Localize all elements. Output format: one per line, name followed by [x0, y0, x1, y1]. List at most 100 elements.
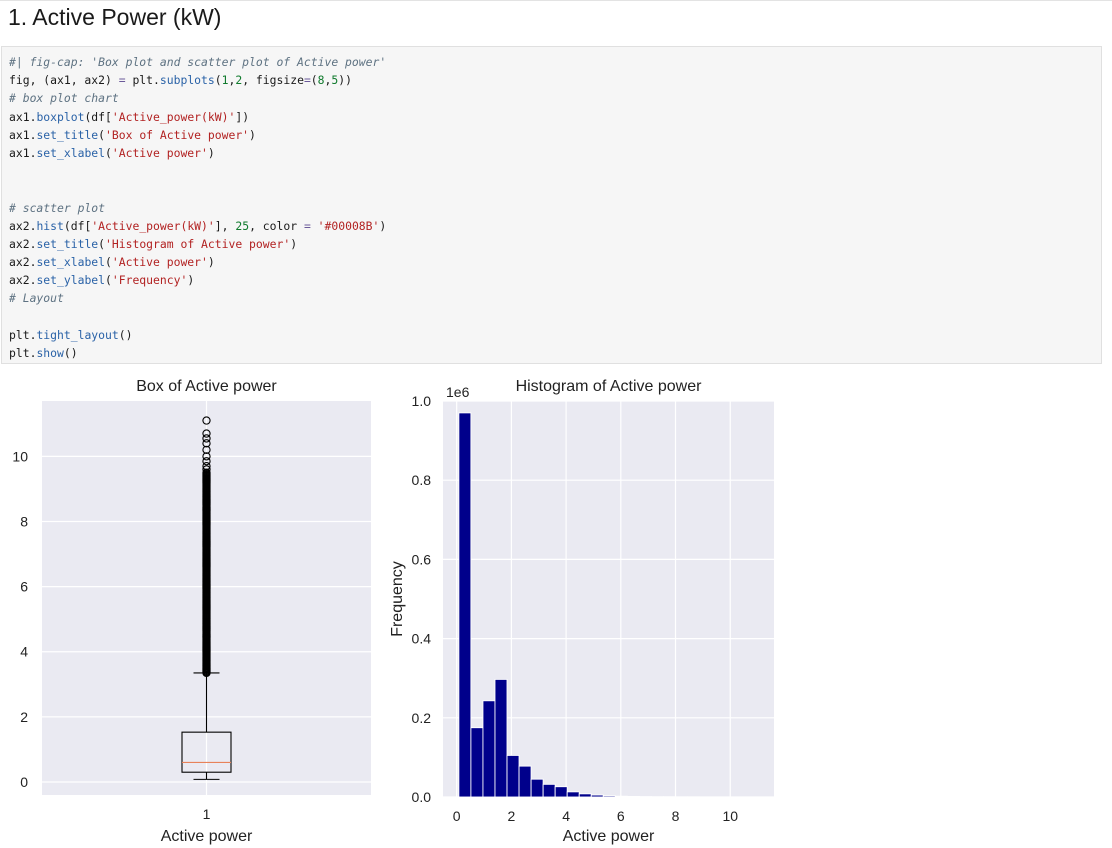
code-token: # box plot chart — [9, 91, 119, 106]
code-token: fig, (ax1, ax2) — [9, 73, 119, 88]
code-token: ) — [290, 236, 298, 251]
y-tick-label: 0.8 — [412, 472, 432, 488]
histogram-bar — [518, 765, 532, 798]
x-tick-label: 2 — [507, 808, 515, 824]
x-tick-label: 10 — [722, 808, 738, 824]
code-line: # box plot chart — [9, 89, 1101, 107]
y-tick-label: 10 — [12, 448, 28, 464]
histogram-bar — [542, 783, 556, 798]
code-token: ax2. — [9, 218, 37, 233]
y-tick-label: 2 — [20, 709, 28, 725]
code-token: () — [118, 327, 133, 342]
code-token: set_xlabel — [36, 145, 106, 160]
code-line: plt.tight_layout() — [9, 326, 1101, 344]
y-tick-label: 0.6 — [412, 551, 432, 567]
code-token: subplots — [159, 73, 215, 88]
histogram-bar — [458, 412, 472, 798]
histogram-bar — [614, 795, 628, 798]
y-tick-label: 8 — [20, 513, 28, 529]
code-token: boxplot — [36, 109, 85, 124]
outlier-point — [202, 461, 211, 471]
code-token: ax1. — [9, 109, 37, 124]
code-line — [9, 180, 1101, 198]
histogram-bar — [470, 727, 484, 798]
code-token: ) — [379, 218, 387, 233]
code-token: (df[ — [84, 109, 112, 124]
code-token: set_title — [36, 127, 99, 142]
histogram-bar — [578, 793, 592, 798]
code-token: plt. — [9, 327, 37, 342]
outlier-point — [202, 416, 211, 425]
x-tick-label: 4 — [562, 808, 570, 824]
code-token: ]) — [235, 109, 250, 124]
y-axis-label: Frequency — [389, 561, 406, 637]
code-cell[interactable]: #| fig-cap: 'Box plot and scatter plot o… — [1, 46, 1102, 364]
code-token: 'Active_power(kW)' — [91, 218, 215, 233]
x-axis-label: Active power — [161, 828, 253, 845]
code-line — [9, 308, 1101, 326]
code-token: set_title — [36, 236, 99, 251]
outlier-point — [202, 468, 211, 477]
y-tick-label: 0.2 — [412, 710, 432, 726]
code-token: () — [63, 346, 78, 360]
code-token: ( — [105, 273, 112, 288]
code-token: '#00008B' — [317, 218, 380, 233]
code-token: , — [228, 73, 236, 88]
code-token: tight_layout — [36, 327, 119, 342]
x-axis-label: Active power — [563, 828, 655, 845]
chart-title: Box of Active power — [136, 378, 277, 395]
code-line: ax2.set_title('Histogram of Active power… — [9, 235, 1101, 253]
section-heading: 1. Active Power (kW) — [8, 4, 222, 30]
code-token: ax2. — [9, 255, 37, 270]
code-token: ax1. — [9, 127, 37, 142]
y-tick-label: 0 — [20, 774, 28, 790]
chart-title: Histogram of Active power — [516, 378, 703, 395]
code-token: show — [36, 346, 64, 360]
code-token: , figsize — [242, 73, 304, 88]
code-token: 'Active power' — [111, 255, 208, 270]
code-token — [311, 219, 318, 233]
code-token: ax2. — [9, 236, 37, 251]
code-token: , — [324, 73, 332, 88]
code-token: ( — [98, 236, 106, 251]
code-content: #| fig-cap: 'Box plot and scatter plot o… — [9, 53, 1101, 362]
outlier-point — [202, 457, 211, 466]
box-iqr — [181, 731, 232, 773]
code-token: = — [303, 73, 311, 88]
histogram-bar — [482, 700, 496, 798]
code-token: #| fig-cap: 'Box plot and scatter plot o… — [9, 55, 387, 69]
code-line: ax1.set_title('Box of Active power') — [9, 126, 1101, 144]
code-token: , color — [249, 218, 304, 233]
code-token: ) — [207, 255, 215, 270]
outlier-point — [202, 452, 211, 461]
code-line: #| fig-cap: 'Box plot and scatter plot o… — [9, 53, 1101, 71]
code-token: # scatter plot — [9, 200, 106, 215]
outlier-point — [202, 439, 211, 448]
y-tick-label: 0.4 — [412, 631, 432, 647]
code-token: = — [118, 73, 126, 88]
code-line: fig, (ax1, ax2) = plt.subplots(1,2, figs… — [9, 71, 1101, 89]
code-line: # Layout — [9, 289, 1101, 307]
code-token: ) — [249, 127, 256, 142]
code-token: 'Active_power(kW)' — [111, 109, 236, 124]
code-token: 'Histogram of Active power' — [105, 236, 291, 251]
code-token: # Layout — [9, 291, 64, 306]
code-token: 8 — [317, 73, 325, 88]
code-token: (df[ — [63, 218, 92, 233]
code-token: ) — [207, 145, 215, 160]
code-line: ax2.hist(df['Active_power(kW)'], 25, col… — [9, 217, 1101, 235]
code-line: ax2.set_xlabel('Active power') — [9, 253, 1101, 271]
outlier-point — [202, 429, 211, 438]
code-token: plt. — [9, 346, 37, 360]
outlier-point — [202, 465, 211, 474]
code-token: ) — [187, 273, 195, 288]
code-token: 2 — [235, 73, 243, 88]
code-token: ( — [105, 145, 112, 160]
code-block[interactable]: #| fig-cap: 'Box plot and scatter plot o… — [2, 47, 1101, 362]
y-tick-label: 1.0 — [412, 393, 432, 409]
y-tick-label: 4 — [20, 644, 28, 660]
code-line: # scatter plot — [9, 199, 1101, 217]
top-border — [0, 0, 1112, 1]
output-figure: 0 2 4 6 8 10 1 Box of Active power Active power 0… — [12, 378, 774, 845]
y-tick-label: 0.0 — [412, 789, 432, 805]
